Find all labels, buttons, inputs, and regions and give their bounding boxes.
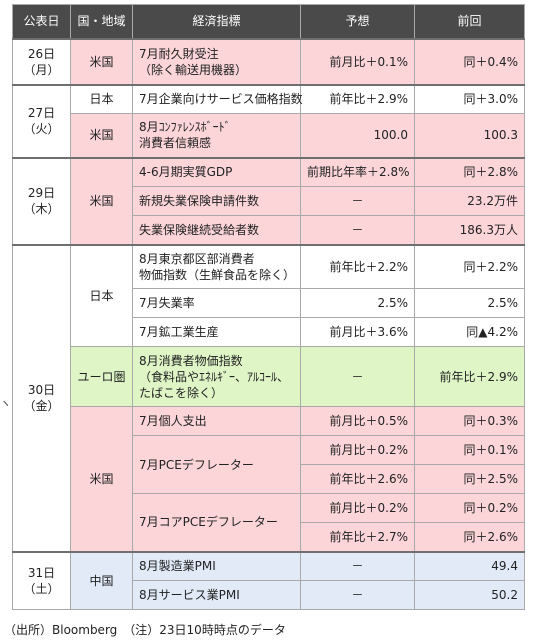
indicator-cell: 8月東京都区部消費者 物価指数（生鮮食品を除く） — [132, 243, 301, 289]
date-label: 31日 （土） — [23, 565, 60, 596]
country-cell: 中国 — [70, 550, 133, 610]
indicator-label: 8月ｺﾝﾌｧﾚﾝｽﾎﾞｰﾄﾞ 消費者信頼感 — [139, 120, 231, 151]
forecast-cell: － — [300, 580, 415, 610]
date-cell: 31日 （土） — [12, 550, 71, 610]
forecast-cell: 前年比＋2.7% — [300, 522, 415, 552]
margin-mark: ヽ — [0, 397, 11, 410]
country-cell: 米国 — [70, 113, 133, 158]
source-footnote: （出所）Bloomberg （注）23日10時時点のデータ — [4, 623, 286, 637]
previous-cell: 前年比＋2.9% — [414, 346, 525, 407]
header-row: 公表日 国・地域 経済指標 予想 前回 — [12, 4, 525, 39]
previous-cell: 同＋2.6% — [414, 522, 525, 552]
forecast-cell: 前月比＋0.2% — [300, 435, 415, 465]
indicator-cell: 7月企業向けサービス価格指数 — [132, 83, 303, 114]
table-row: 7月PCEデフレーター 前月比＋0.2% 同＋0.1% — [13, 435, 525, 494]
indicator-cell: 7月コアPCEデフレーター — [132, 493, 301, 552]
previous-cell: 同＋3.0% — [414, 83, 525, 114]
header-indicator: 経済指標 — [132, 4, 301, 39]
header-date: 公表日 — [12, 4, 71, 39]
table-row: 31日 （土） 中国 8月製造業PMI － 49.4 — [12, 550, 525, 610]
previous-cell: 同＋0.3% — [414, 406, 525, 436]
table-row: 米国 8月ｺﾝﾌｧﾚﾝｽﾎﾞｰﾄﾞ 消費者信頼感 100.0 100.3 — [13, 113, 525, 158]
table-row: 7月失業率 2.5% 2.5% — [13, 288, 525, 318]
forecast-cell: 前年比＋2.6% — [300, 464, 415, 494]
previous-cell: 100.3 — [414, 113, 525, 158]
previous-cell: 49.4 — [414, 550, 525, 581]
previous-cell: 同＋2.8% — [414, 156, 525, 187]
indicator-cell: 失業保険継続受給者数 — [132, 215, 301, 245]
forecast-cell: 前年比＋2.2% — [300, 243, 415, 289]
indicator-cell: 8月消費者物価指数 （食料品やｴﾈﾙｷﾞｰ、ｱﾙｺｰﾙ、 たばこを除く） — [132, 346, 301, 407]
forecast-cell: 100.0 — [300, 113, 415, 158]
table-row: 26日 （月） 米国 7月耐久財受注 （除く輸送用機器） 前月比＋0.1% 同＋… — [12, 37, 525, 85]
indicator-cell: 7月耐久財受注 （除く輸送用機器） — [132, 37, 301, 85]
forecast-cell: 前月比＋0.5% — [300, 406, 415, 436]
previous-cell: 同＋0.1% — [414, 435, 525, 465]
indicator-cell: 7月PCEデフレーター — [132, 435, 301, 494]
previous-cell: 2.5% — [414, 288, 525, 318]
indicator-cell: 新規失業保険申請件数 — [132, 186, 301, 216]
table-row: 新規失業保険申請件数 － 23.2万件 — [13, 186, 525, 216]
country-cell: 米国 — [70, 37, 133, 85]
table-row: 7月鉱工業生産 前月比＋3.6% 同▲4.2% — [13, 317, 525, 347]
table-row: 8月サービス業PMI － 50.2 — [13, 580, 525, 610]
indicator-cell: 7月個人支出 — [132, 406, 301, 436]
country-cell: ユーロ圏 — [70, 346, 133, 407]
forecast-cell: 前月比＋0.1% — [300, 37, 415, 85]
previous-cell: 同＋0.4% — [414, 37, 525, 85]
indicator-label: 8月東京都区部消費者 物価指数（生鮮食品を除く） — [139, 251, 296, 282]
table-row: 7月コアPCEデフレーター 前月比＋0.2% 同＋0.2% — [13, 493, 525, 552]
calendar-table-wrapper: 公表日 国・地域 経済指標 予想 前回 26日 （月） 米国 7月耐久財受注 （… — [12, 4, 525, 610]
date-cell: 30日 （金） — [12, 243, 71, 552]
previous-cell: 同＋0.2% — [414, 493, 525, 523]
previous-cell: 同＋2.5% — [414, 464, 525, 494]
forecast-cell: 前年比＋2.9% — [300, 83, 415, 114]
forecast-cell: 2.5% — [300, 288, 415, 318]
indicator-label: 7月耐久財受注 （除く輸送用機器） — [139, 46, 248, 77]
table-row: 前年比＋2.7% 同＋2.6% — [13, 522, 525, 552]
previous-cell: 186.3万人 — [414, 215, 525, 245]
indicator-cell: 7月鉱工業生産 — [132, 317, 301, 347]
table-row: 27日 （火） 日本 7月企業向けサービス価格指数 前年比＋2.9% 同＋3.0… — [12, 83, 525, 158]
country-cell: 米国 — [70, 156, 133, 245]
country-cell: 日本 — [70, 83, 133, 114]
table-row: ユーロ圏 8月消費者物価指数 （食料品やｴﾈﾙｷﾞｰ、ｱﾙｺｰﾙ、 たばこを除く… — [13, 346, 525, 407]
indicator-cell: 8月製造業PMI — [132, 550, 301, 581]
date-label: 27日 （火） — [23, 106, 60, 136]
country-cell: 日本 — [70, 243, 133, 347]
forecast-cell: － — [300, 186, 415, 216]
forecast-cell: － — [300, 215, 415, 245]
economic-calendar-table: 公表日 国・地域 経済指標 予想 前回 26日 （月） 米国 7月耐久財受注 （… — [12, 4, 525, 610]
date-cell: 26日 （月） — [12, 37, 71, 85]
country-cell: 米国 — [70, 406, 133, 552]
previous-cell: 50.2 — [414, 580, 525, 610]
table-row: 30日 （金） 日本 8月東京都区部消費者 物価指数（生鮮食品を除く） 前年比＋… — [12, 243, 525, 552]
header-country: 国・地域 — [70, 4, 133, 39]
date-label: 30日 （金） — [23, 383, 60, 413]
forecast-cell: － — [300, 550, 415, 581]
previous-cell: 同＋2.2% — [414, 243, 525, 289]
indicator-label: 8月消費者物価指数 （食料品やｴﾈﾙｷﾞｰ、ｱﾙｺｰﾙ、 たばこを除く） — [139, 353, 290, 400]
indicator-cell: 8月サービス業PMI — [132, 580, 301, 610]
forecast-cell: － — [300, 346, 415, 407]
indicator-cell: 8月ｺﾝﾌｧﾚﾝｽﾎﾞｰﾄﾞ 消費者信頼感 — [132, 113, 301, 158]
indicator-cell: 7月失業率 — [132, 288, 301, 318]
table-row: 米国 7月個人支出 前月比＋0.5% 同＋0.3% — [13, 406, 525, 552]
forecast-cell: 前月比＋3.6% — [300, 317, 415, 347]
previous-cell: 23.2万件 — [414, 186, 525, 216]
previous-cell: 同▲4.2% — [414, 317, 525, 347]
date-cell: 27日 （火） — [12, 83, 71, 158]
table-row: 29日 （木） 米国 4-6月期実質GDP 前期比年率＋2.8% 同＋2.8% — [12, 156, 525, 245]
date-label: 29日 （木） — [23, 186, 60, 216]
table-row: 失業保険継続受給者数 － 186.3万人 — [13, 215, 525, 245]
date-label: 26日 （月） — [23, 46, 60, 77]
forecast-cell: 前期比年率＋2.8% — [300, 156, 415, 187]
header-forecast: 予想 — [300, 4, 415, 39]
date-cell: 29日 （木） — [12, 156, 71, 245]
indicator-cell: 4-6月期実質GDP — [132, 156, 301, 187]
header-previous: 前回 — [414, 4, 525, 39]
forecast-cell: 前月比＋0.2% — [300, 493, 415, 523]
